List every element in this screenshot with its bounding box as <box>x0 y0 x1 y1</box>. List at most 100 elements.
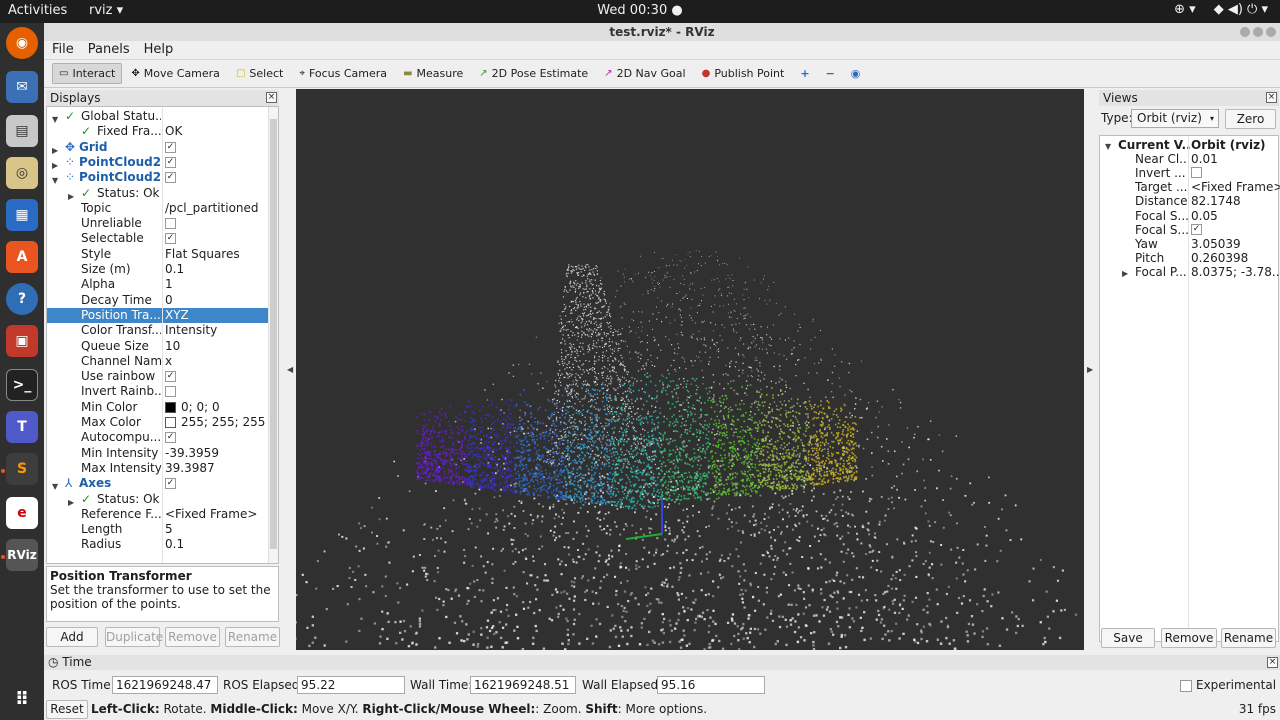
expand-icon[interactable]: ▼ <box>1105 142 1112 151</box>
view-property-row[interactable]: Yaw 3.05039 <box>1100 237 1278 251</box>
ros-elapsed-field[interactable]: 95.22 <box>297 676 405 694</box>
display-row[interactable]: Unreliable <box>47 216 269 231</box>
network-volume-power-icon[interactable]: ◆ ◀) ⏻ ▾ <box>1213 2 1268 17</box>
menu-panels[interactable]: Panels <box>87 42 130 57</box>
menu-help[interactable]: Help <box>143 42 174 57</box>
display-row[interactable]: ▶ ✥ Grid ✓ <box>47 140 269 155</box>
3d-viewport[interactable] <box>296 89 1084 650</box>
property-value[interactable]: OK <box>165 124 183 139</box>
files-icon[interactable]: ▤ <box>6 115 38 147</box>
display-row[interactable]: Size (m) 0.1 <box>47 262 269 277</box>
firefox-icon[interactable]: ◉ <box>6 27 38 59</box>
help-icon[interactable]: ? <box>6 283 38 315</box>
writer-icon[interactable]: ▦ <box>6 199 38 231</box>
view-property-row[interactable]: ▼ Current V... Orbit (rviz) <box>1100 138 1278 152</box>
point-cloud-render[interactable] <box>296 89 1084 650</box>
view-property-row[interactable]: Invert ... <box>1100 166 1278 180</box>
collapse-right-icon[interactable]: ▶ <box>1087 365 1094 374</box>
view-property-value[interactable]: 82.1748 <box>1191 194 1241 209</box>
experimental-checkbox[interactable] <box>1180 680 1192 692</box>
property-value[interactable]: XYZ <box>165 307 189 322</box>
tool-select[interactable]: ▢ Select <box>229 63 290 84</box>
ros-time-field[interactable]: 1621969248.47 <box>112 676 218 694</box>
view-property-value[interactable]: 0.05 <box>1191 208 1218 223</box>
remove-button[interactable]: Remove <box>165 627 220 647</box>
remove-tool-icon[interactable]: − <box>825 67 835 80</box>
music-icon[interactable]: ◎ <box>6 157 38 189</box>
property-value[interactable]: Flat Squares <box>165 246 240 261</box>
terminal-icon[interactable]: >_ <box>6 369 38 401</box>
expand-icon[interactable]: ▼ <box>52 115 59 124</box>
property-value[interactable]: <Fixed Frame> <box>165 506 258 521</box>
property-value[interactable]: 0.1 <box>165 537 185 552</box>
display-row[interactable]: Queue Size 10 <box>47 339 269 354</box>
display-row[interactable]: ▼ ⅄ Axes ✓ <box>47 476 269 491</box>
view-property-value[interactable]: 0.260398 <box>1191 250 1249 265</box>
reset-button[interactable]: Reset <box>46 700 88 719</box>
mail-icon[interactable]: ✉ <box>6 71 38 103</box>
expand-icon[interactable]: ▼ <box>52 482 59 492</box>
view-property-checkbox[interactable]: ✓ <box>1191 223 1202 235</box>
property-checkbox[interactable]: ✓ <box>165 233 176 245</box>
view-property-value[interactable]: 0.01 <box>1191 152 1218 167</box>
display-row[interactable]: Alpha 1 <box>47 277 269 292</box>
add-tool-icon[interactable]: + <box>800 67 810 80</box>
rviz-icon[interactable]: RViz <box>6 539 38 571</box>
views-type-select[interactable]: Orbit (rviz) ▾ <box>1131 109 1219 128</box>
view-property-value[interactable]: 3.05039 <box>1191 236 1241 251</box>
display-row[interactable]: ▶ ⁘ PointCloud2 ✓ <box>47 155 269 170</box>
tool-interact[interactable]: ▭ Interact <box>52 63 123 84</box>
property-value[interactable]: 39.3987 <box>165 460 215 475</box>
display-row[interactable]: Use rainbow ✓ <box>47 369 269 384</box>
app-red-icon[interactable]: ▣ <box>6 325 38 357</box>
tool-measure[interactable]: ▬ Measure <box>396 63 470 84</box>
display-row[interactable]: ▼ ✓ Global Statu... <box>47 109 269 124</box>
property-value[interactable]: 0.1 <box>165 262 185 276</box>
menu-file[interactable]: File <box>52 42 74 57</box>
property-checkbox[interactable] <box>165 386 176 398</box>
wall-elapsed-field[interactable]: 95.16 <box>657 676 765 694</box>
scroll-thumb[interactable] <box>270 119 277 549</box>
tool-properties-icon[interactable]: ◉ <box>850 67 861 80</box>
system-tray[interactable]: ⊕ ▾ ◆ ◀) ⏻ ▾ <box>1174 2 1268 17</box>
close-icon[interactable] <box>1266 27 1276 37</box>
view-property-row[interactable]: Distance 82.1748 <box>1100 194 1278 208</box>
collapse-left-icon[interactable]: ◀ <box>287 365 294 374</box>
property-value[interactable]: 1 <box>165 277 173 292</box>
tool-2d-pose-estimate[interactable]: ↗ 2D Pose Estimate <box>472 63 595 84</box>
property-value[interactable]: /pcl_partitioned <box>165 200 259 215</box>
rename-view-button[interactable]: Rename <box>1221 628 1276 648</box>
display-row[interactable]: Position Tra... XYZ <box>47 307 269 323</box>
display-row[interactable]: Max Intensity 39.3987 <box>47 461 269 476</box>
display-row[interactable]: Length 5 <box>47 522 269 537</box>
close-icon[interactable]: × <box>1266 92 1277 103</box>
color-swatch[interactable] <box>165 401 176 413</box>
display-row[interactable]: Topic/pcl_partitioned <box>47 201 269 216</box>
display-row[interactable]: Selectable ✓ <box>47 231 269 246</box>
display-row[interactable]: Min Intensity -39.3959 <box>47 446 269 461</box>
display-row[interactable]: Reference F... <Fixed Frame> <box>47 507 269 522</box>
display-row[interactable]: Channel Name x <box>47 354 269 369</box>
display-row[interactable]: ▶ ✓ Status: Ok <box>47 186 269 201</box>
property-checkbox[interactable]: ✓ <box>165 432 176 444</box>
property-checkbox[interactable]: ✓ <box>165 371 176 383</box>
property-checkbox[interactable]: ✓ <box>165 478 176 490</box>
app-e-icon[interactable]: e <box>6 497 38 529</box>
property-value[interactable]: Intensity <box>165 323 218 338</box>
display-row[interactable]: Min Color 0; 0; 0 <box>47 400 269 415</box>
view-property-row[interactable]: ▶ Focal P... 8.0375; -3.78... <box>1100 265 1280 279</box>
minimize-icon[interactable] <box>1240 27 1250 37</box>
zero-button[interactable]: Zero <box>1225 109 1276 129</box>
add-button[interactable]: Add <box>46 627 98 647</box>
property-value[interactable]: 0 <box>165 292 173 307</box>
app-menu[interactable]: rviz ▾ <box>89 3 124 18</box>
property-value[interactable]: x <box>165 353 173 368</box>
view-property-value[interactable]: <Fixed Frame> <box>1191 180 1280 195</box>
tool-publish-point[interactable]: ● Publish Point <box>695 63 792 84</box>
software-icon[interactable]: A <box>6 241 38 273</box>
close-icon[interactable]: × <box>1267 657 1278 668</box>
display-row[interactable]: Radius 0.1 <box>47 537 269 552</box>
display-row[interactable]: Style Flat Squares <box>47 247 269 262</box>
expand-icon[interactable]: ▶ <box>1122 268 1129 278</box>
view-property-checkbox[interactable] <box>1191 167 1202 179</box>
